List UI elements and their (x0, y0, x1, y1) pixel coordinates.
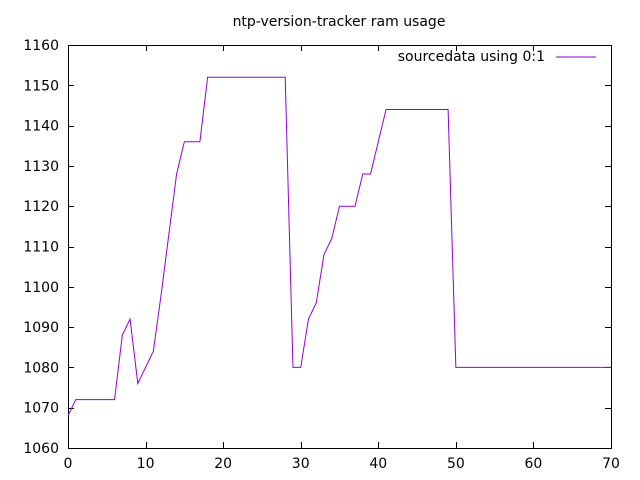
y-tick-label: 1100 (23, 280, 59, 296)
series-line (67, 76, 611, 416)
x-tick-label: 60 (525, 456, 543, 472)
x-tick-label: 20 (214, 456, 232, 472)
y-tick-label: 1160 (23, 38, 59, 54)
x-tick-label: 40 (369, 456, 387, 472)
legend: sourcedata using 0:1 (398, 49, 596, 65)
y-tick-label: 1150 (23, 78, 59, 94)
x-axis: 0 10 20 30 40 50 60 70 (64, 45, 620, 472)
x-tick-label: 50 (447, 456, 465, 472)
chart-title: ntp-version-tracker ram usage (233, 14, 446, 30)
legend-label: sourcedata using 0:1 (398, 49, 545, 65)
y-tick-label: 1060 (23, 441, 59, 457)
x-tick-label: 10 (137, 456, 155, 472)
y-tick-label: 1090 (23, 320, 59, 336)
y-tick-label: 1140 (23, 119, 59, 135)
y-tick-label: 1130 (23, 159, 59, 175)
plot-frame (68, 45, 612, 449)
y-tick-label: 1110 (23, 240, 59, 256)
series-layer (67, 76, 611, 416)
y-tick-label: 1070 (23, 401, 59, 417)
y-tick-label: 1120 (23, 199, 59, 215)
x-tick-label: 0 (64, 456, 73, 472)
y-axis: 1060 1070 1080 1090 1100 1110 1120 1130 1140 1150… (23, 38, 611, 457)
x-tick-label: 30 (292, 456, 310, 472)
x-tick-label: 70 (602, 456, 620, 472)
y-tick-label: 1080 (23, 360, 59, 376)
